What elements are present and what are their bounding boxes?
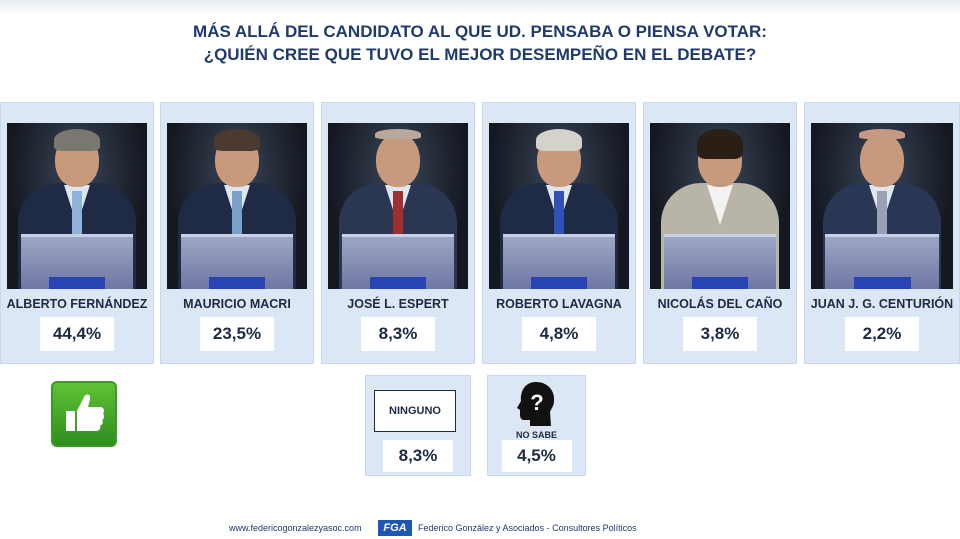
candidate-card: JUAN J. G. CENTURIÓN 2,2% (804, 102, 960, 364)
ninguno-card: NINGUNO 8,3% (365, 375, 471, 476)
candidate-photo (328, 123, 468, 289)
candidate-photo (489, 123, 629, 289)
candidate-card: ROBERTO LAVAGNA 4,8% (482, 102, 636, 364)
no-sabe-percentage: 4,5% (501, 440, 572, 472)
candidate-name: NICOLÁS DEL CAÑO (657, 297, 783, 311)
candidate-photo (7, 123, 147, 289)
candidate-name: JOSÉ L. ESPERT (347, 297, 449, 311)
ninguno-percentage: 8,3% (383, 440, 453, 472)
candidate-card: MAURICIO MACRI 23,5% (160, 102, 314, 364)
candidate-photo (650, 123, 790, 289)
candidate-percentage: 44,4% (40, 317, 114, 351)
candidate-card: ALBERTO FERNÁNDEZ 44,4% (0, 102, 154, 364)
footer-url[interactable]: www.federicogonzalezyasoc.com (229, 523, 362, 533)
candidate-percentage: 2,2% (845, 317, 919, 351)
candidate-photo (167, 123, 307, 289)
candidate-name: JUAN J. G. CENTURIÓN (810, 297, 954, 311)
footer: www.federicogonzalezyasoc.com FGA Federi… (0, 520, 960, 536)
candidate-card: NICOLÁS DEL CAÑO 3,8% (643, 102, 797, 364)
candidate-percentage: 23,5% (200, 317, 274, 351)
candidate-percentage: 8,3% (361, 317, 435, 351)
no-sabe-card: ? NO SABE 4,5% (487, 375, 586, 476)
footer-firm: Federico González y Asociados - Consulto… (418, 523, 637, 533)
top-gradient-bar (0, 0, 960, 16)
no-sabe-label: NO SABE (515, 430, 557, 440)
candidate-percentage: 4,8% (522, 317, 596, 351)
title-line-2: ¿QUIÉN CREE QUE TUVO EL MEJOR DESEMPEÑO … (203, 45, 757, 64)
page-title: MÁS ALLÁ DEL CANDIDATO AL QUE UD. PENSAB… (0, 20, 960, 66)
candidate-name: ROBERTO LAVAGNA (496, 297, 622, 311)
ninguno-label: NINGUNO (374, 390, 456, 432)
candidate-percentage: 3,8% (683, 317, 757, 351)
title-line-1: MÁS ALLÁ DEL CANDIDATO AL QUE UD. PENSAB… (193, 22, 767, 41)
candidate-name: ALBERTO FERNÁNDEZ (6, 297, 148, 311)
svg-text:?: ? (530, 390, 543, 415)
candidate-photo (811, 123, 953, 289)
candidate-card: JOSÉ L. ESPERT 8,3% (321, 102, 475, 364)
question-head-icon: ? (516, 380, 558, 428)
fga-logo: FGA (378, 520, 412, 536)
thumbs-up-icon (51, 381, 117, 447)
candidate-name: MAURICIO MACRI (183, 297, 291, 311)
